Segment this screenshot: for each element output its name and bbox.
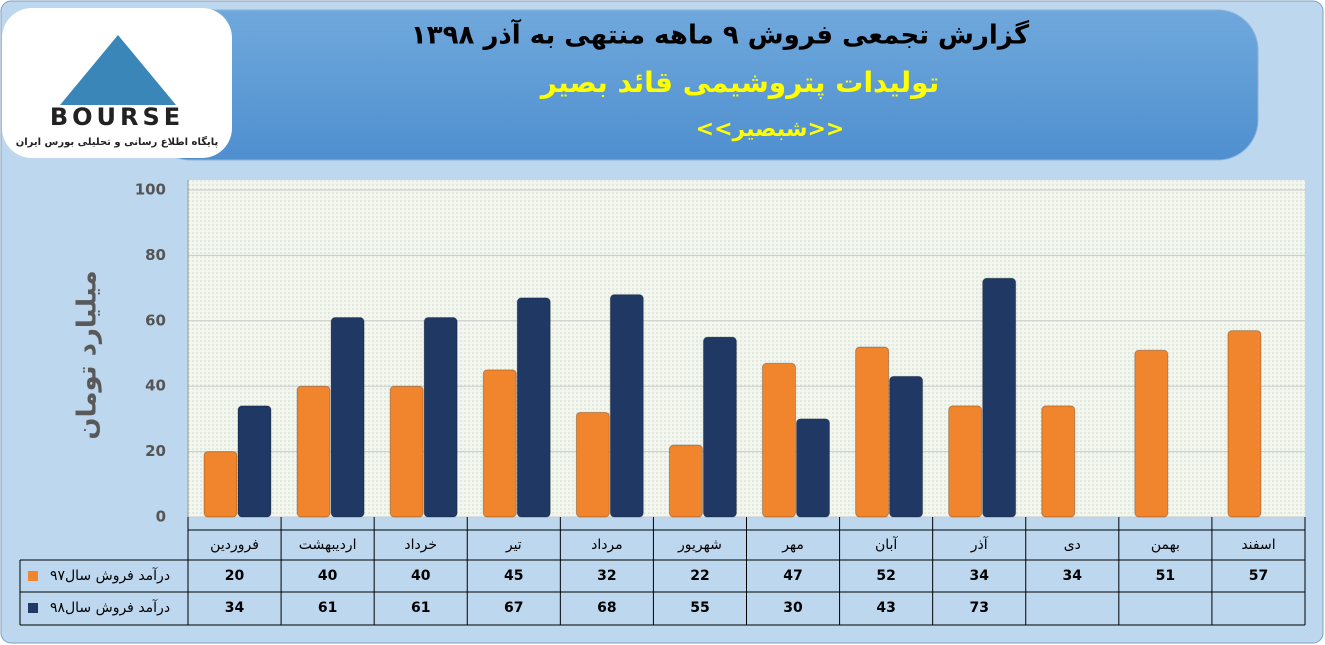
x-tick-label: اسفند [1241,537,1275,553]
x-tick-label: خرداد [404,537,437,553]
y-tick-label: 20 [145,442,166,460]
y-tick-label: 40 [145,377,166,395]
y-tick-label: 100 [135,181,166,199]
bar [1227,330,1262,518]
legend-label: درآمد فروش سال۹۸ [50,599,170,616]
table-value: 55 [690,600,709,616]
table-value: 47 [783,568,802,584]
chart-title: گزارش تجمعی فروش ۹ ماهه منتهی به آذر ۱۳۹… [411,19,1030,51]
bar [889,375,924,518]
bar [668,444,703,518]
bar [575,411,610,518]
table-value: 40 [318,568,338,584]
table-value: 40 [411,568,431,584]
table-value: 57 [1249,568,1268,584]
y-axis-label: میلیارد تومان [73,270,103,439]
bar [1041,405,1076,518]
bar [855,346,890,518]
bar [482,369,517,518]
bar [389,385,424,518]
chart-subtitle: تولیدات پتروشیمی قائد بصیر [539,66,939,99]
table-value: 32 [597,568,616,584]
bar [516,297,551,518]
x-tick-label: آبان [875,536,898,553]
bar [762,362,796,518]
table-value: 52 [876,568,895,584]
logo-subtitle: پایگاه اطلاع رسانی و تحلیلی بورس ایران [16,135,219,148]
table-value: 34 [225,600,245,616]
x-tick-label: آذر [970,536,989,553]
x-tick-label: فروردین [210,537,259,553]
legend-label: درآمد فروش سال۹۷ [50,567,170,584]
bar [796,418,830,518]
table-value: 61 [411,600,430,616]
bar [1134,349,1169,518]
bar [982,277,1017,518]
plot-area [188,180,1305,517]
table-value: 34 [1063,568,1083,584]
bar [330,317,365,518]
x-tick-label: مهر [781,537,804,553]
bar [948,405,983,518]
y-tick-label: 0 [156,508,166,526]
table-value: 45 [504,568,523,584]
table-value: 20 [225,568,245,584]
annotation: <<شبصیر>> [696,117,845,142]
table-value: 43 [876,600,895,616]
table-value: 68 [597,600,616,616]
legend-key [28,571,38,581]
table-value: 73 [969,600,988,616]
table-value: 30 [783,600,803,616]
bar [423,317,458,518]
x-tick-label: دی [1064,537,1081,553]
logo-mark [60,35,176,105]
x-tick-label: شهریور [677,537,722,553]
table-value: 34 [969,568,989,584]
x-tick-label: مرداد [591,537,623,553]
bar [203,451,238,518]
table-value: 61 [318,600,337,616]
table-value: 51 [1156,568,1175,584]
x-tick-label: تیر [505,537,522,553]
bar [609,294,644,518]
legend-key [28,603,38,613]
bar [702,336,737,518]
table-value: 67 [504,600,523,616]
table-value: 22 [690,568,709,584]
x-tick-label: اردیبهشت [299,537,357,553]
x-tick-label: بهمن [1151,537,1180,553]
logo-text: BOURSE [50,103,184,131]
y-tick-label: 80 [145,246,166,264]
y-tick-label: 60 [145,311,166,329]
bar [237,405,272,518]
bar [296,385,331,518]
